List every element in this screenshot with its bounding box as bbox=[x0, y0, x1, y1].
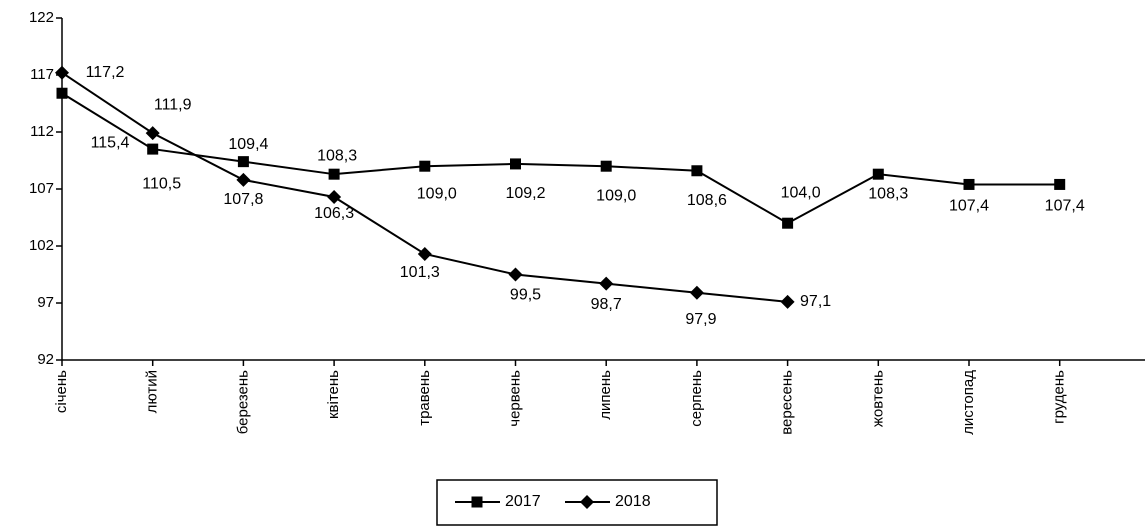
marker bbox=[508, 267, 523, 282]
marker bbox=[600, 160, 612, 172]
x-tick-label: серпень bbox=[688, 370, 705, 427]
x-tick-label: лютий bbox=[144, 370, 161, 413]
data-label: 110,5 bbox=[142, 175, 181, 192]
x-tick-label: грудень bbox=[1051, 370, 1068, 424]
marker bbox=[780, 294, 795, 309]
data-label: 107,4 bbox=[949, 198, 989, 215]
marker bbox=[872, 168, 884, 180]
marker bbox=[237, 156, 249, 168]
data-label: 101,3 bbox=[400, 264, 440, 281]
data-label: 109,2 bbox=[505, 185, 545, 202]
data-label: 107,4 bbox=[1045, 198, 1085, 215]
x-tick-label: травень bbox=[416, 370, 433, 426]
marker bbox=[580, 495, 594, 509]
data-label: 108,3 bbox=[317, 147, 357, 164]
marker bbox=[147, 143, 159, 155]
data-label: 106,3 bbox=[314, 205, 354, 222]
marker bbox=[417, 246, 432, 261]
data-label: 111,9 bbox=[154, 96, 192, 113]
y-tick-label: 97 bbox=[37, 294, 54, 311]
data-label: 109,0 bbox=[417, 185, 457, 202]
y-tick-label: 122 bbox=[29, 9, 54, 26]
x-tick-label: липень bbox=[597, 370, 614, 420]
marker bbox=[419, 160, 431, 172]
y-tick-label: 92 bbox=[37, 351, 54, 368]
marker bbox=[471, 496, 483, 508]
marker bbox=[145, 126, 160, 141]
y-tick-label: 102 bbox=[29, 237, 54, 254]
marker bbox=[328, 168, 340, 180]
marker bbox=[691, 165, 703, 177]
legend-label: 2017 bbox=[505, 493, 541, 510]
marker bbox=[599, 276, 614, 291]
data-label: 99,5 bbox=[510, 287, 541, 304]
marker bbox=[782, 217, 794, 229]
x-tick-label: березень bbox=[234, 370, 251, 434]
data-label: 98,7 bbox=[591, 296, 622, 313]
x-tick-label: червень bbox=[506, 370, 523, 427]
data-label: 117,2 bbox=[86, 64, 125, 81]
data-label: 115,4 bbox=[91, 134, 130, 151]
data-label: 104,0 bbox=[781, 184, 821, 201]
marker bbox=[963, 178, 975, 190]
series-line bbox=[61, 92, 1060, 225]
x-tick-label: жовтень bbox=[869, 370, 886, 427]
data-label: 108,3 bbox=[868, 185, 908, 202]
marker bbox=[1054, 178, 1066, 190]
x-tick-label: квітень bbox=[325, 370, 342, 419]
marker bbox=[56, 87, 68, 99]
y-tick-label: 112 bbox=[30, 123, 54, 140]
data-label: 97,1 bbox=[800, 293, 831, 310]
x-tick-label: вересень bbox=[779, 370, 796, 435]
legend-label: 2018 bbox=[615, 493, 651, 510]
marker bbox=[327, 189, 342, 204]
y-tick-label: 107 bbox=[29, 180, 54, 197]
marker bbox=[236, 172, 251, 187]
data-label: 107,8 bbox=[223, 191, 263, 208]
marker bbox=[55, 65, 69, 80]
x-tick-label: листопад bbox=[960, 370, 977, 435]
marker bbox=[510, 158, 521, 170]
x-tick-label: січень bbox=[53, 370, 70, 413]
data-label: 108,6 bbox=[687, 192, 727, 209]
y-tick-label: 117 bbox=[30, 66, 54, 83]
marker bbox=[689, 285, 704, 300]
data-label: 109,4 bbox=[228, 136, 268, 153]
data-label: 97,9 bbox=[685, 311, 716, 328]
data-label: 109,0 bbox=[596, 187, 636, 204]
